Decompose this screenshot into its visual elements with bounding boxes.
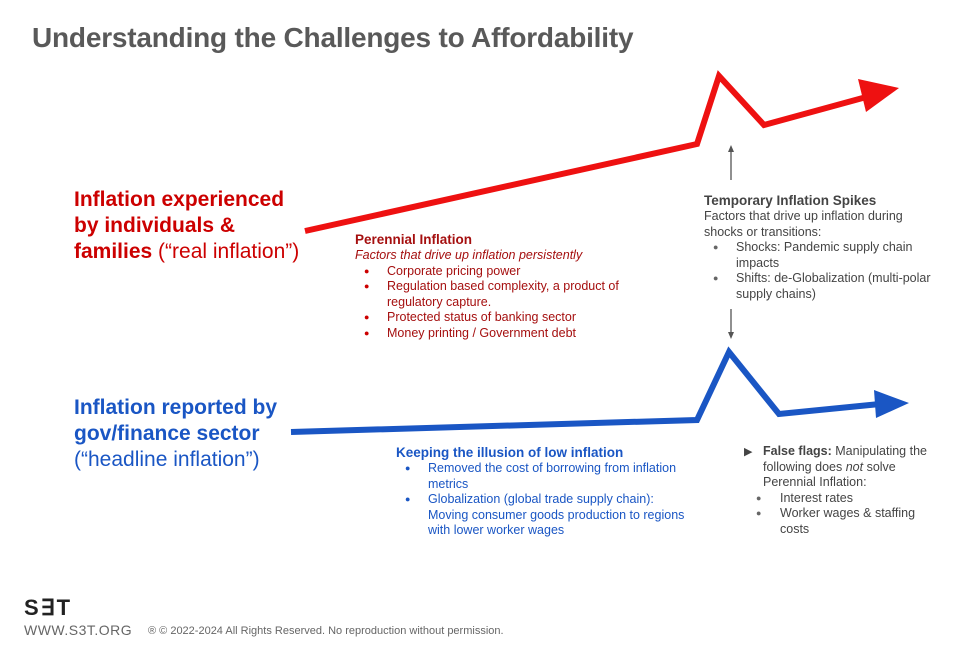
page-title: Understanding the Challenges to Affordab… [32, 22, 634, 53]
headline-inflation-label: Inflation reported by gov/finance sector… [74, 395, 314, 473]
false-flags-emphasis: not [845, 459, 864, 474]
illusion-list: Removed the cost of borrowing from infla… [396, 461, 696, 539]
false-flags-text: ▶ False flags: Manipulating the followin… [744, 444, 944, 491]
spike-connector-up-arrowhead [728, 145, 734, 152]
copyright-notice: ® © 2022-2024 All Rights Reserved. No re… [148, 625, 504, 637]
list-item: Protected status of banking sector [355, 310, 655, 326]
list-item: Regulation based complexity, a product o… [355, 279, 655, 310]
perennial-list: Corporate pricing power Regulation based… [355, 264, 655, 342]
real-inflation-label: Inflation experienced by individuals & f… [74, 187, 314, 265]
list-item: Removed the cost of borrowing from infla… [396, 461, 696, 492]
spike-connector-down-arrowhead [728, 332, 734, 339]
list-item: Worker wages & staffing costs [744, 506, 944, 537]
list-item: Money printing / Government debt [355, 326, 655, 342]
illusion-heading: Keeping the illusion of low inflation [396, 445, 624, 460]
false-flags-text-before: Manipulating the following does [763, 444, 927, 474]
list-item: Interest rates [744, 491, 944, 507]
headline-inflation-arrowhead [874, 390, 909, 418]
perennial-heading: Perennial Inflation [355, 232, 473, 247]
false-flags-list: Interest rates Worker wages & staffing c… [744, 491, 944, 538]
list-item: Shifts: de-Globalization (multi-polar su… [704, 271, 934, 302]
list-item: Shocks: Pandemic supply chain impacts [704, 240, 934, 271]
list-item: Corporate pricing power [355, 264, 655, 280]
real-inflation-label-bold: Inflation experienced by individuals & f… [74, 188, 285, 263]
s3t-logo: S∃T [24, 595, 73, 620]
website-link[interactable]: WWW.S3T.ORG [24, 622, 133, 638]
headline-inflation-label-rest: (“headline inflation”) [74, 448, 260, 471]
perennial-inflation-box: Perennial Inflation Factors that drive u… [355, 231, 655, 341]
real-inflation-trend-line [304, 70, 871, 234]
list-item: Globalization (global trade supply chain… [396, 492, 696, 539]
real-inflation-arrowhead [858, 79, 899, 112]
false-flags-box: ▶ False flags: Manipulating the followin… [744, 444, 944, 537]
perennial-subtitle: Factors that drive up inflation persiste… [355, 248, 583, 262]
headline-inflation-trend-line [290, 346, 881, 435]
play-triangle-icon: ▶ [744, 446, 753, 458]
real-inflation-label-rest: (“real inflation”) [152, 240, 300, 263]
illusion-box: Keeping the illusion of low inflation Re… [396, 444, 696, 539]
false-flags-heading: False flags: [763, 444, 832, 458]
spikes-heading: Temporary Inflation Spikes [704, 193, 877, 208]
headline-inflation-label-bold: Inflation reported by gov/finance sector [74, 396, 278, 445]
spikes-description: Factors that drive up inflation during s… [704, 209, 903, 239]
spikes-list: Shocks: Pandemic supply chain impacts Sh… [704, 240, 934, 302]
false-flags-text-after: solve Perennial Inflation: [763, 459, 896, 490]
temporary-spikes-box: Temporary Inflation Spikes Factors that … [704, 192, 934, 302]
